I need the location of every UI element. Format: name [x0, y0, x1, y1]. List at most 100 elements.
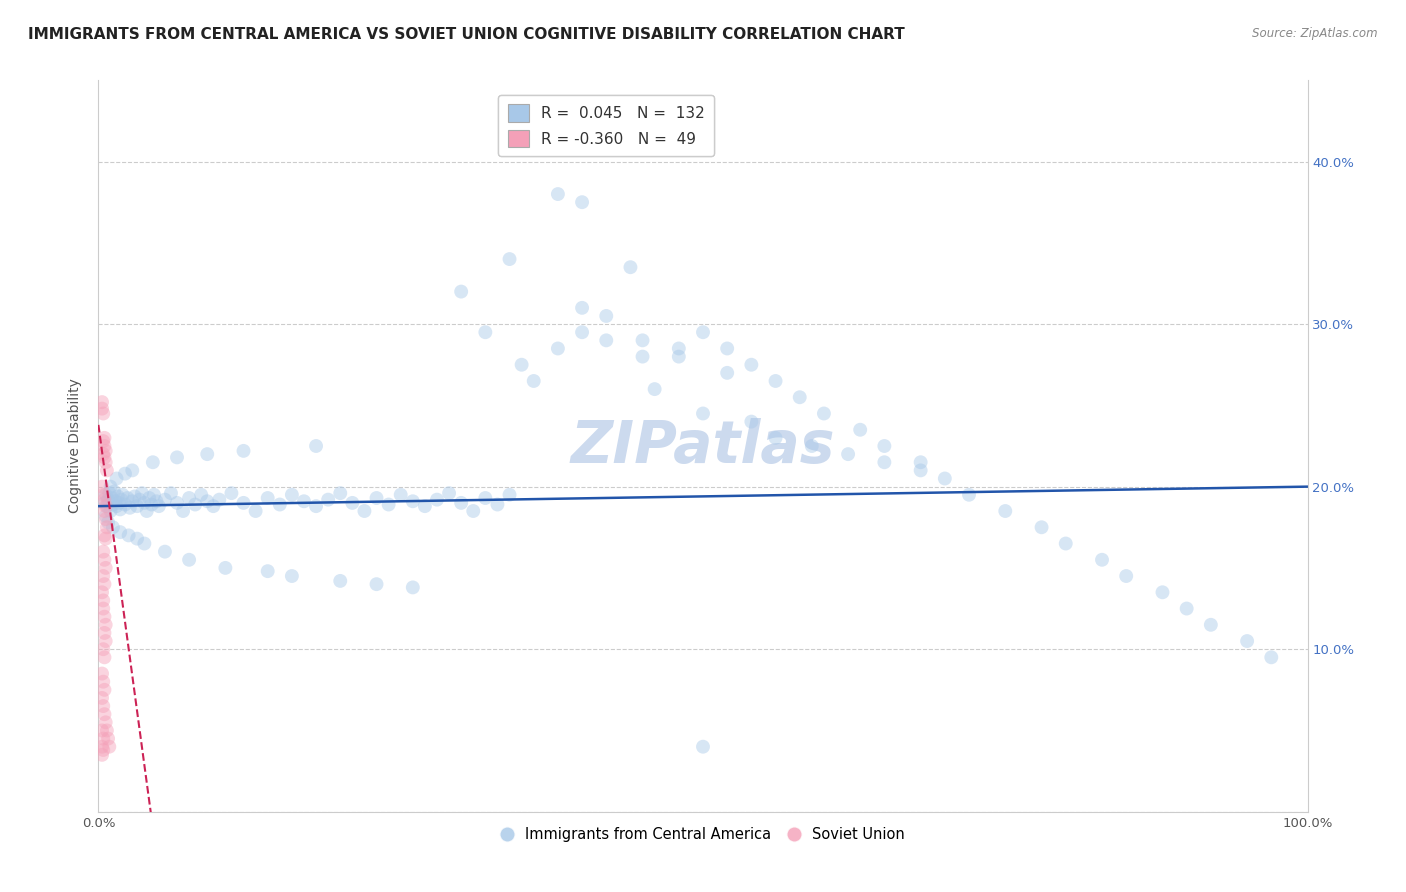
- Point: [118, 500, 141, 515]
- Point: [91, 585, 114, 599]
- Point: [145, 494, 167, 508]
- Point: [377, 498, 399, 512]
- Point: [141, 498, 163, 512]
- Point: [94, 488, 117, 502]
- Point: [124, 489, 146, 503]
- Point: [93, 650, 115, 665]
- Point: [692, 407, 714, 421]
- Point: [91, 434, 114, 449]
- Point: [256, 564, 278, 578]
- Point: [93, 553, 115, 567]
- Point: [179, 491, 201, 505]
- Point: [91, 642, 114, 657]
- Point: [619, 260, 641, 275]
- Point: [101, 498, 124, 512]
- Point: [547, 187, 569, 202]
- Point: [94, 634, 117, 648]
- Point: [93, 450, 115, 465]
- Point: [110, 492, 132, 507]
- Point: [366, 577, 388, 591]
- Point: [91, 488, 114, 502]
- Point: [142, 455, 165, 469]
- Point: [450, 285, 472, 299]
- Text: IMMIGRANTS FROM CENTRAL AMERICA VS SOVIET UNION COGNITIVE DISABILITY CORRELATION: IMMIGRANTS FROM CENTRAL AMERICA VS SOVIE…: [28, 27, 905, 42]
- Point: [463, 504, 485, 518]
- Point: [148, 499, 170, 513]
- Point: [91, 690, 114, 705]
- Point: [474, 491, 496, 505]
- Point: [108, 525, 131, 540]
- Point: [91, 666, 114, 681]
- Point: [94, 508, 117, 523]
- Point: [93, 492, 115, 507]
- Point: [117, 491, 139, 505]
- Point: [93, 609, 115, 624]
- Point: [873, 439, 896, 453]
- Point: [91, 723, 114, 738]
- Point: [93, 528, 115, 542]
- Point: [837, 447, 859, 461]
- Point: [281, 569, 304, 583]
- Point: [94, 561, 117, 575]
- Point: [1260, 650, 1282, 665]
- Point: [98, 739, 121, 754]
- Point: [716, 366, 738, 380]
- Point: [668, 350, 690, 364]
- Point: [631, 334, 654, 348]
- Point: [202, 499, 225, 513]
- Point: [91, 544, 114, 558]
- Point: [214, 561, 236, 575]
- Point: [813, 407, 835, 421]
- Point: [910, 455, 932, 469]
- Point: [107, 489, 129, 503]
- Point: [1115, 569, 1137, 583]
- Point: [108, 496, 131, 510]
- Point: [97, 492, 120, 507]
- Point: [1236, 634, 1258, 648]
- Point: [316, 492, 339, 507]
- Point: [413, 499, 436, 513]
- Point: [108, 502, 131, 516]
- Legend: Immigrants from Central America, Soviet Union: Immigrants from Central America, Soviet …: [496, 822, 910, 848]
- Point: [166, 450, 188, 465]
- Point: [91, 407, 114, 421]
- Point: [96, 520, 118, 534]
- Point: [426, 492, 449, 507]
- Point: [121, 463, 143, 477]
- Point: [957, 488, 980, 502]
- Point: [595, 334, 617, 348]
- Point: [114, 467, 136, 481]
- Point: [93, 439, 115, 453]
- Point: [114, 498, 136, 512]
- Point: [269, 498, 291, 512]
- Text: ZIPatlas: ZIPatlas: [571, 417, 835, 475]
- Point: [134, 496, 156, 510]
- Point: [1091, 553, 1114, 567]
- Point: [103, 484, 125, 499]
- Point: [128, 492, 150, 507]
- Point: [571, 325, 593, 339]
- Point: [934, 471, 956, 485]
- Point: [644, 382, 666, 396]
- Point: [571, 301, 593, 315]
- Point: [510, 358, 533, 372]
- Point: [1031, 520, 1053, 534]
- Point: [127, 499, 149, 513]
- Point: [105, 499, 128, 513]
- Point: [153, 492, 176, 507]
- Point: [1152, 585, 1174, 599]
- Point: [91, 699, 114, 714]
- Point: [510, 130, 533, 145]
- Point: [765, 431, 787, 445]
- Point: [292, 494, 315, 508]
- Point: [100, 504, 122, 518]
- Point: [91, 731, 114, 746]
- Point: [716, 342, 738, 356]
- Point: [91, 601, 114, 615]
- Point: [195, 447, 218, 461]
- Point: [131, 486, 153, 500]
- Point: [134, 536, 156, 550]
- Point: [305, 439, 328, 453]
- Point: [402, 581, 425, 595]
- Point: [910, 463, 932, 477]
